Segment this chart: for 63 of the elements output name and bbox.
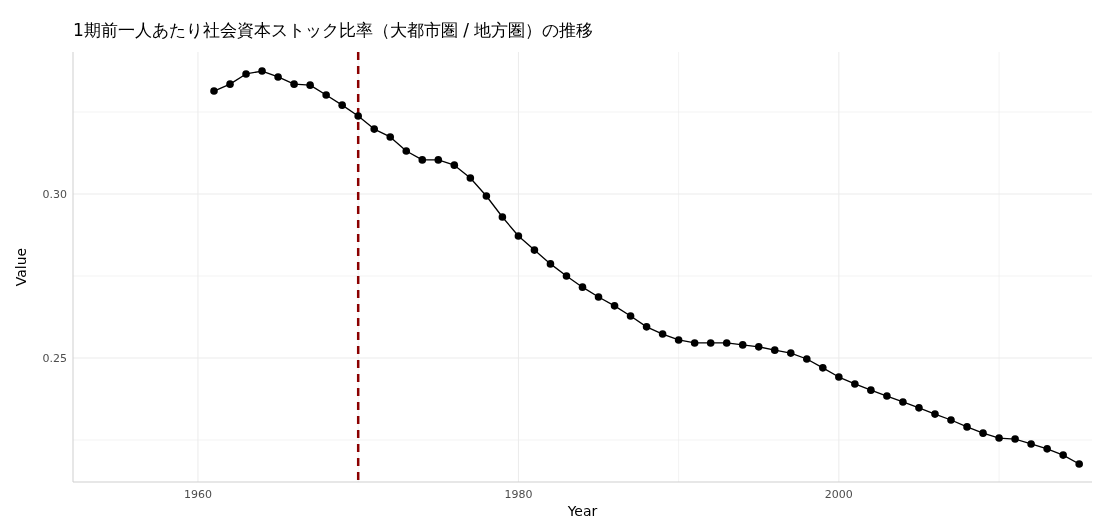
point: [738, 341, 747, 349]
point: [594, 293, 603, 301]
x-tick-label: 1960: [183, 488, 212, 501]
x-tick-label: 1980: [504, 488, 533, 501]
point: [995, 434, 1003, 442]
point: [306, 81, 314, 89]
point: [450, 161, 459, 169]
point: [754, 343, 763, 351]
point: [770, 346, 779, 354]
point: [1075, 460, 1083, 468]
y-tick-label: 0.25: [42, 351, 67, 365]
point: [835, 373, 843, 381]
point: [258, 67, 266, 75]
point: [562, 272, 571, 280]
point: [290, 80, 298, 88]
point: [1059, 451, 1067, 459]
point: [466, 174, 475, 182]
point: [931, 410, 939, 418]
point: [354, 112, 362, 120]
y-axis-title: Value: [13, 247, 29, 287]
point: [851, 380, 859, 388]
point: [530, 246, 539, 254]
point: [578, 283, 587, 291]
point: [338, 101, 346, 109]
chart-title: 1期前一人あたり社会資本ストック比率（大都市圏 / 地方圏）の推移: [73, 20, 594, 40]
point: [899, 398, 907, 406]
point: [610, 302, 619, 310]
point: [370, 125, 379, 133]
point: [1011, 435, 1019, 443]
y-tick-label: 0.30: [42, 187, 67, 201]
point: [706, 339, 715, 347]
point: [242, 70, 250, 78]
point: [658, 330, 667, 338]
point: [226, 80, 234, 88]
point: [1027, 440, 1035, 448]
point: [642, 323, 651, 331]
point: [819, 364, 827, 372]
point: [210, 87, 218, 95]
point: [867, 386, 875, 394]
point: [626, 312, 635, 320]
point: [722, 339, 731, 347]
point: [386, 133, 395, 141]
point: [418, 156, 427, 164]
point: [947, 416, 955, 424]
point: [402, 147, 411, 155]
point: [482, 192, 491, 200]
point: [979, 429, 987, 437]
x-axis-title: Year: [566, 503, 598, 519]
point: [1043, 445, 1051, 453]
point: [514, 232, 523, 240]
point: [786, 349, 795, 357]
point: [498, 213, 507, 221]
point: [546, 260, 555, 268]
point: [915, 404, 923, 412]
point: [963, 423, 971, 431]
point: [322, 91, 330, 99]
point: [274, 73, 282, 81]
point: [883, 392, 891, 400]
point: [690, 339, 699, 347]
point: [803, 355, 811, 363]
x-tick-label: 2000: [824, 488, 853, 501]
point: [434, 156, 443, 164]
point: [674, 336, 683, 344]
